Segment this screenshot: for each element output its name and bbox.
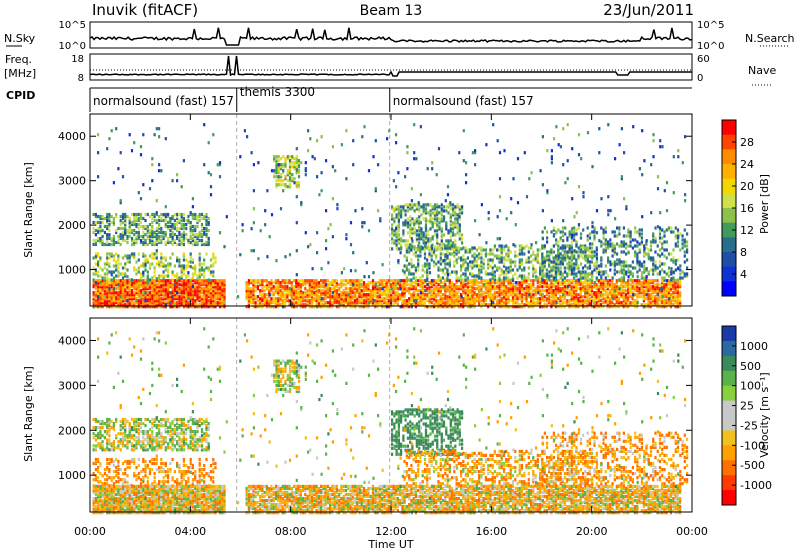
- colorbar-tick-label: -1000: [740, 479, 772, 492]
- colorbar-swatch: [722, 149, 736, 165]
- cpid-segment-label: normalsound (fast) 157: [93, 94, 234, 108]
- x-tick-label: 20:00: [576, 525, 608, 538]
- nave-tick-bottom: 0: [697, 73, 703, 84]
- colorbar-swatch: [722, 120, 736, 136]
- colorbar-swatch: [722, 370, 736, 387]
- colorbar-swatch: [722, 415, 736, 431]
- nsky-label: N.Sky: [4, 32, 36, 45]
- colorbar-swatch: [722, 340, 736, 357]
- x-tick-label: 12:00: [375, 525, 407, 538]
- power-ylabel: Slant Range [km]: [22, 162, 35, 258]
- colorbar-tick-label: 16: [740, 202, 754, 215]
- velocity-colorbar: 1000 500 100 25 -25 -100 -500 -1000: [721, 325, 772, 506]
- velocity-panel: 1000 2000 3000 4000 Slant Range [km]: [22, 317, 693, 515]
- y-tick-label: 1000: [58, 469, 86, 482]
- freq-label-line2: [MHz]: [4, 67, 36, 80]
- velocity-scatter: [92, 318, 689, 515]
- colorbar-swatch: [722, 193, 736, 209]
- colorbar-swatch: [722, 222, 736, 238]
- cpid-label: CPID: [6, 89, 35, 102]
- cpid-bar: normalsound (fast) 157 themis 3300 normals…: [89, 85, 692, 112]
- nave-tick-top: 60: [697, 54, 710, 65]
- colorbar-swatch: [722, 355, 736, 372]
- colorbar-tick-label: 4: [740, 268, 747, 281]
- freq-tick-bottom: 8: [78, 73, 84, 84]
- colorbar-swatch: [722, 326, 736, 342]
- colorbar-swatch: [722, 178, 736, 194]
- y-tick-label: 4000: [58, 334, 86, 347]
- freq-label-line1: Freq.: [5, 53, 32, 66]
- colorbar-tick-label: 8: [740, 246, 747, 259]
- x-tick-label: 00:00: [676, 525, 708, 538]
- freq-tick-top: 18: [71, 54, 84, 65]
- colorbar-tick-label: -100: [740, 439, 765, 452]
- power-colorbar: 28 24 20 16 12 8 4: [721, 119, 754, 297]
- nave-label: Nave: [748, 64, 776, 77]
- y-tick-label: 3000: [58, 175, 86, 188]
- x-tick-label: 08:00: [275, 525, 307, 538]
- colorbar-swatch: [722, 490, 736, 506]
- station-title: Inuvik (fitACF): [92, 1, 198, 19]
- colorbar-tick-label: 24: [740, 158, 754, 171]
- y-tick-label: 4000: [58, 130, 86, 143]
- colorbar-tick-label: 100: [740, 380, 761, 393]
- colorbar-swatch: [722, 252, 736, 268]
- y-tick-label: 2000: [58, 424, 86, 437]
- noise-panel: N.Sky 10^5 10^0 10^5 10^0 N.Search: [4, 20, 795, 52]
- frequency-panel: Freq. [MHz] 18 8 60 0 Nave CPID: [4, 53, 776, 102]
- colorbar-tick-label: 12: [740, 224, 754, 237]
- colorbar-swatch: [722, 134, 736, 150]
- colorbar-swatch: [722, 164, 736, 180]
- colorbar-swatch: [722, 475, 736, 491]
- nsky-tick-top: 10^5: [59, 20, 86, 31]
- nsky-tick-bottom: 10^0: [59, 41, 86, 52]
- x-tick-label: 16:00: [475, 525, 507, 538]
- power-scatter: [92, 114, 689, 309]
- power-panel: 1000 2000 3000 4000 Slant Range [km]: [22, 113, 693, 309]
- velocity-colorbar-label: Velocity [m s⁻¹]: [758, 372, 771, 457]
- colorbar-swatch: [722, 430, 736, 446]
- x-axis-title: Time UT: [367, 538, 413, 551]
- cpid-segment-label: themis 3300: [240, 85, 315, 99]
- colorbar-swatch: [722, 385, 736, 402]
- y-tick-label: 1000: [58, 264, 86, 277]
- power-colorbar-label: Power [dB]: [758, 174, 771, 234]
- cpid-segment-label: normalsound (fast) 157: [393, 94, 534, 108]
- colorbar-swatch: [722, 460, 736, 476]
- noise-trace: [89, 27, 693, 46]
- velocity-ylabel: Slant Range [km]: [22, 366, 35, 462]
- colorbar-tick-label: 20: [740, 180, 754, 193]
- colorbar-swatch: [722, 266, 736, 282]
- colorbar-swatch: [722, 237, 736, 253]
- colorbar-tick-label: 500: [740, 360, 761, 373]
- date-title: 23/Jun/2011: [603, 1, 694, 19]
- colorbar-tick-label: -25: [740, 419, 758, 432]
- colorbar-swatch: [722, 281, 736, 297]
- colorbar-swatch: [722, 400, 736, 416]
- x-tick-label: 04:00: [174, 525, 206, 538]
- colorbar-swatch: [722, 445, 736, 461]
- nsearch-tick-bottom: 10^0: [697, 41, 724, 52]
- beam-title: Beam 13: [360, 3, 423, 19]
- colorbar-tick-label: -500: [740, 459, 765, 472]
- frequency-trace: [89, 55, 692, 77]
- y-tick-label: 2000: [58, 219, 86, 232]
- x-tick-label: 00:00: [74, 525, 106, 538]
- colorbar-tick-label: 1000: [740, 340, 768, 353]
- time-axis: 00:00 04:00 08:00 12:00 16:00 20:00 00:00: [74, 525, 708, 538]
- colorbar-tick-label: 28: [740, 136, 754, 149]
- colorbar-tick-label: 25: [740, 400, 754, 413]
- y-tick-label: 3000: [58, 379, 86, 392]
- nsearch-label: N.Search: [745, 32, 795, 45]
- nsearch-tick-top: 10^5: [697, 20, 724, 31]
- colorbar-swatch: [722, 208, 736, 224]
